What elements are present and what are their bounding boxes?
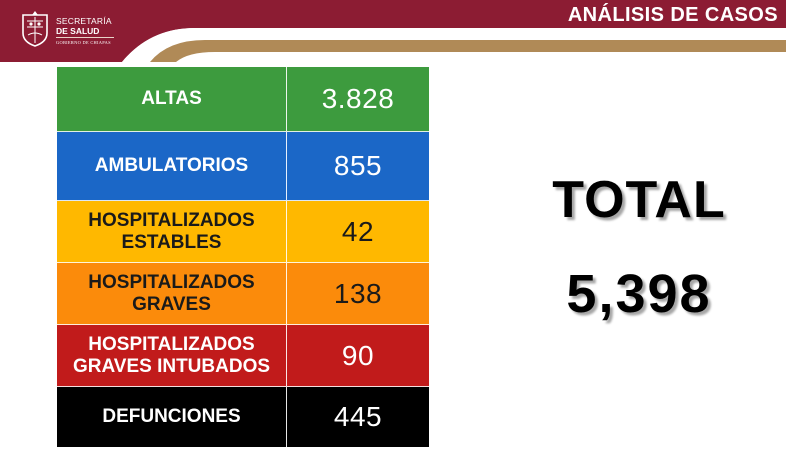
case-row-defunciones: DEFUNCIONES 445 [57, 387, 429, 447]
case-row-ambulatorios: AMBULATORIOS 855 [57, 132, 429, 201]
case-row-altas: ALTAS 3.828 [57, 67, 429, 132]
case-value: 138 [333, 277, 383, 309]
case-value: 855 [333, 150, 383, 181]
case-table: ALTAS 3.828 AMBULATORIOS 855 HOSPITALIZA… [57, 67, 429, 447]
banner-shape [0, 0, 786, 62]
case-label: HOSPITALIZADOS ESTABLES [57, 201, 287, 262]
case-row-hospitalizados-estables: HOSPITALIZADOS ESTABLES 42 [57, 201, 429, 263]
case-value: 445 [333, 401, 383, 432]
logo-org-line1: SECRETARÍA [56, 16, 112, 26]
case-row-hospitalizados-graves-intubados: HOSPITALIZADOS GRAVES INTUBADOS 90 [57, 325, 429, 387]
logo-gov-line: GOBIERNO DE CHIAPAS [56, 40, 111, 45]
case-label: DEFUNCIONES [57, 387, 287, 447]
case-label: HOSPITALIZADOS GRAVES INTUBADOS [57, 325, 287, 386]
chiapas-seal-icon [22, 11, 48, 47]
case-value: 90 [341, 339, 375, 371]
page-title: ANÁLISIS DE CASOS [567, 4, 778, 26]
total-label: TOTAL [552, 171, 726, 229]
header-banner: SECRETARÍA DE SALUD GOBIERNO DE CHIAPAS … [0, 0, 786, 62]
total-value: 5,398 [566, 264, 712, 324]
case-label: ALTAS [57, 67, 287, 131]
case-label: AMBULATORIOS [57, 132, 287, 200]
case-row-hospitalizados-graves: HOSPITALIZADOS GRAVES 138 [57, 263, 429, 325]
logo-org-line2: DE SALUD [56, 26, 100, 36]
logo-divider [56, 37, 114, 38]
case-value: 3.828 [321, 83, 395, 114]
case-label: HOSPITALIZADOS GRAVES [57, 263, 287, 324]
secretaria-de-salud-logo: SECRETARÍA DE SALUD GOBIERNO DE CHIAPAS [16, 7, 116, 51]
case-value: 42 [341, 215, 375, 247]
